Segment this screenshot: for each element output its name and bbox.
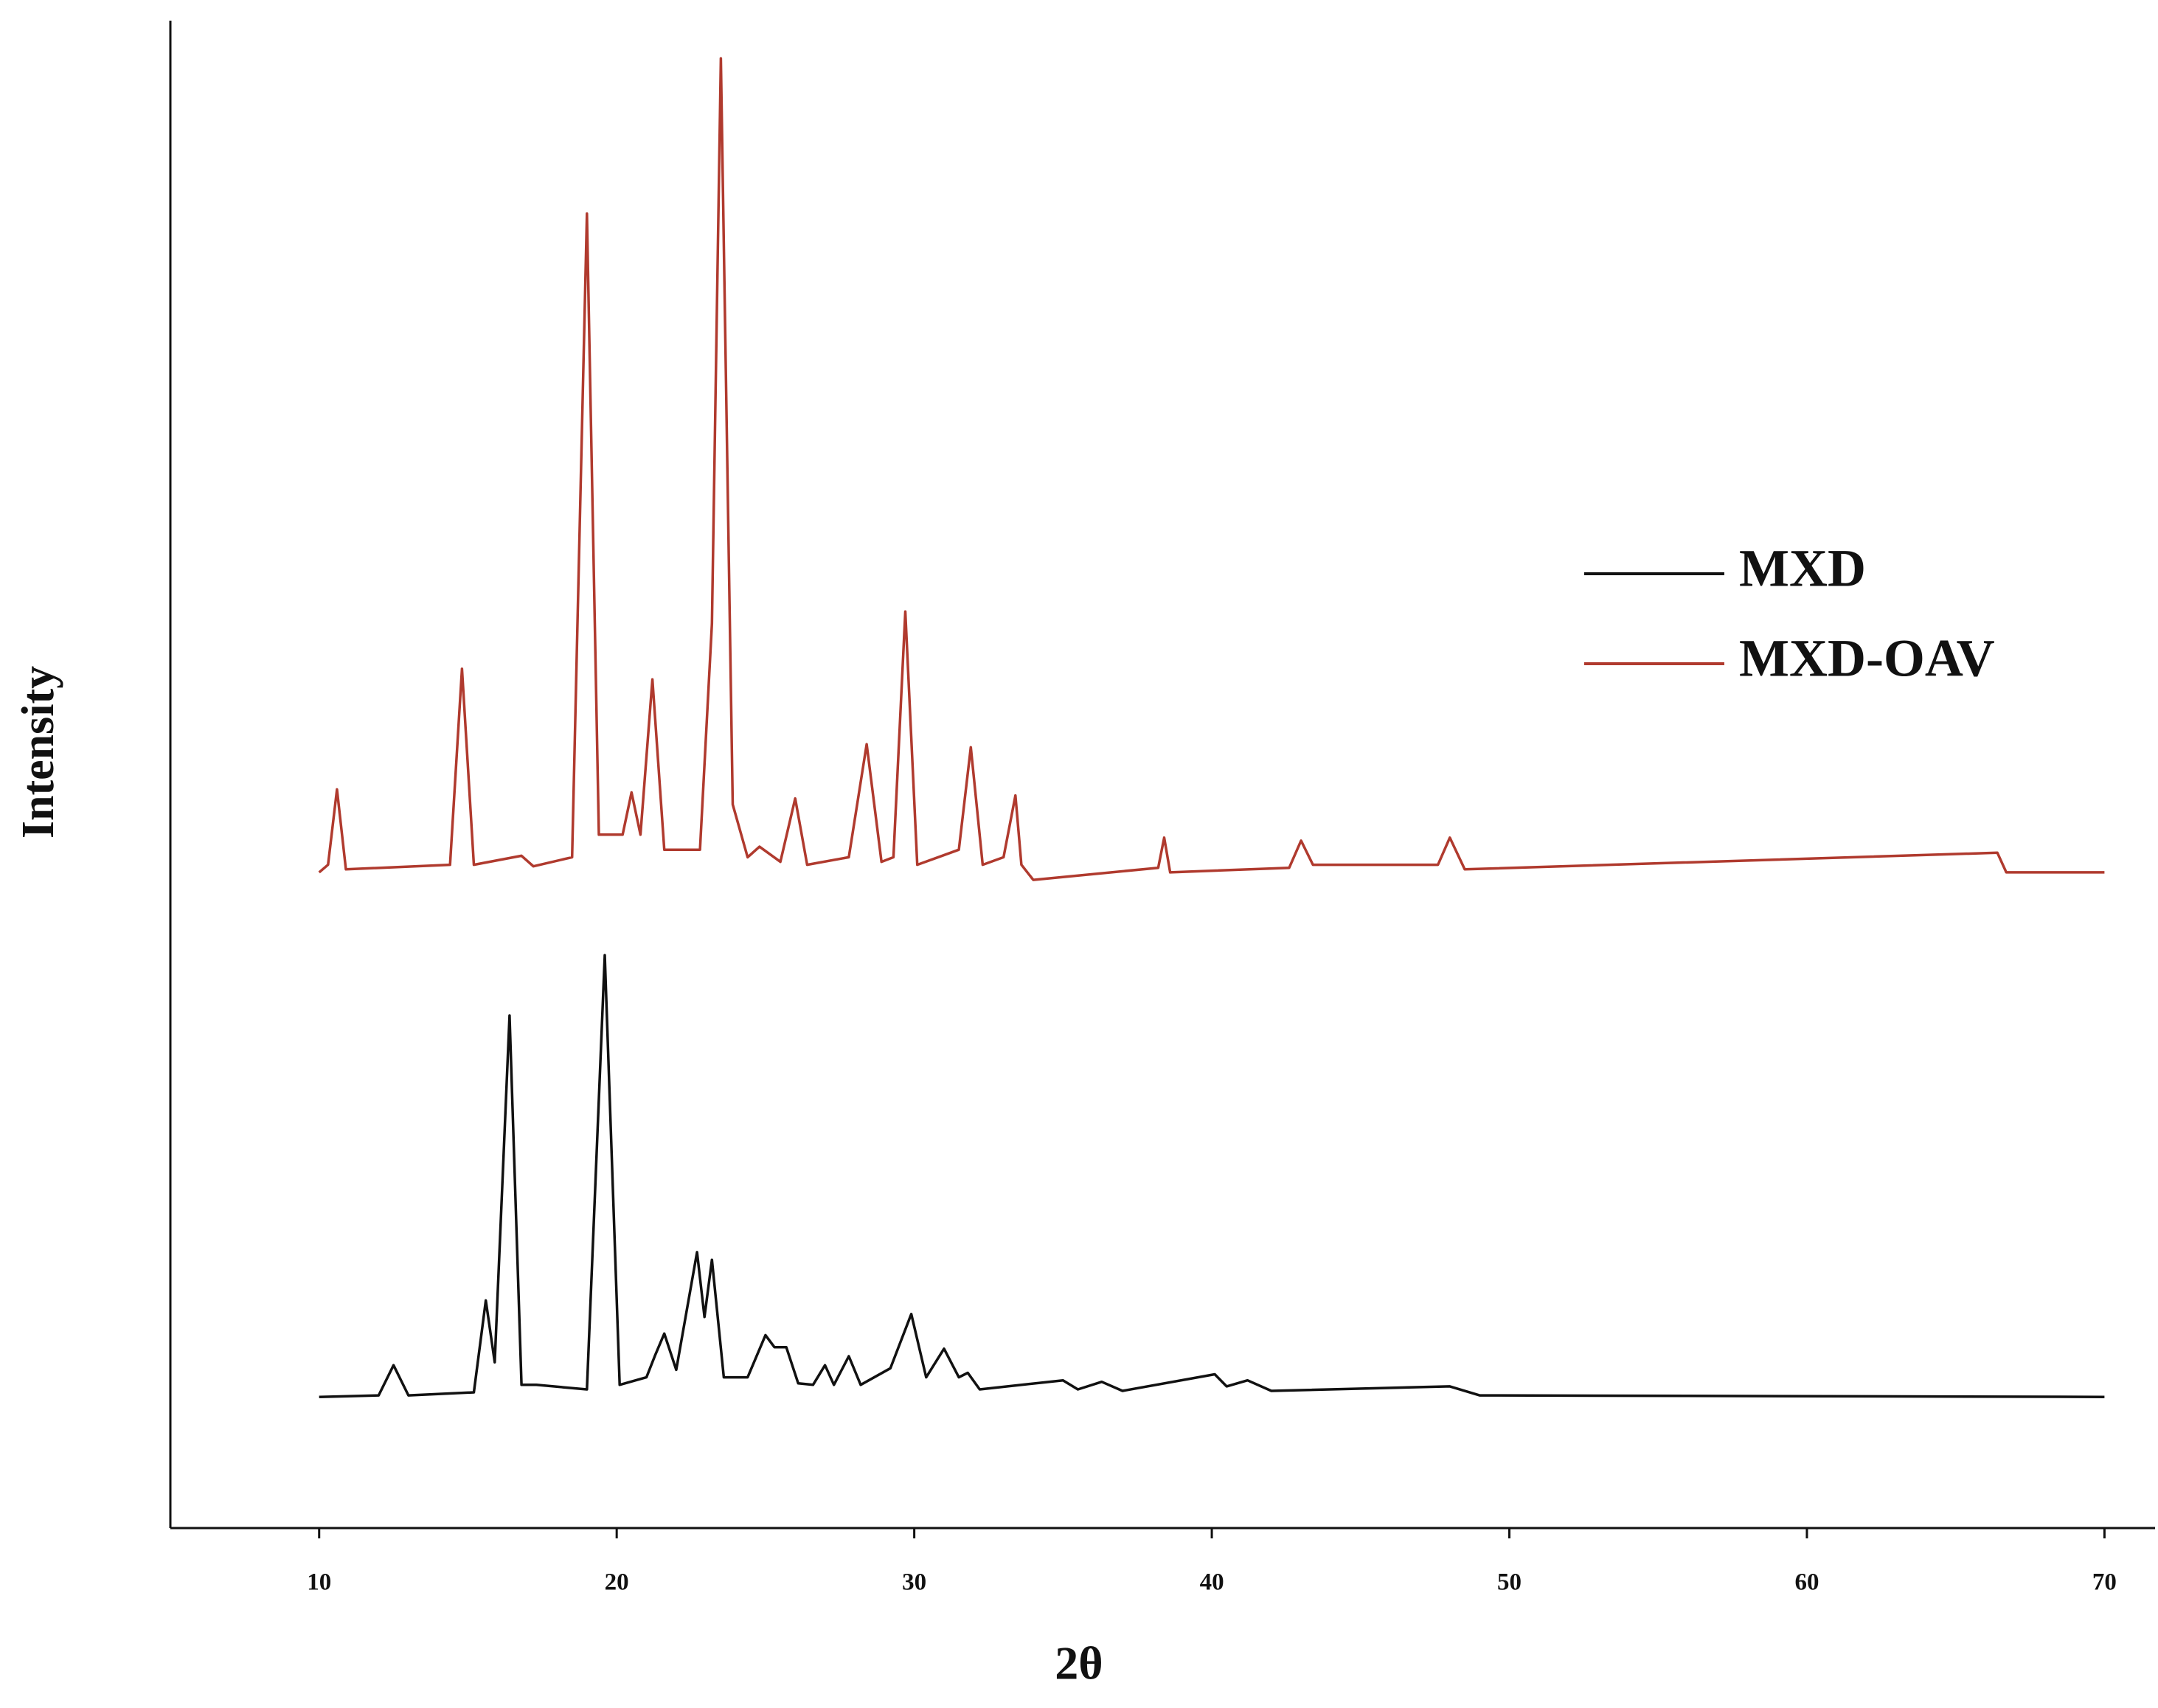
legend-label: MXD [1739,539,1866,598]
x-tick-label: 40 [1200,1569,1224,1596]
x-tick-label: 60 [1794,1569,1819,1596]
x-tick-label: 20 [605,1569,629,1596]
series-line [318,57,2105,881]
x-tick-label: 70 [2092,1569,2117,1596]
series-line [319,954,2105,1398]
x-tick-label: 30 [902,1569,926,1596]
legend-label: MXD-OAV [1739,629,1995,688]
x-axis-label: 2θ [1055,1637,1103,1690]
y-axis-label: Intensity [13,666,63,839]
x-tick-label: 10 [307,1569,331,1596]
x-tick-label: 50 [1497,1569,1522,1596]
